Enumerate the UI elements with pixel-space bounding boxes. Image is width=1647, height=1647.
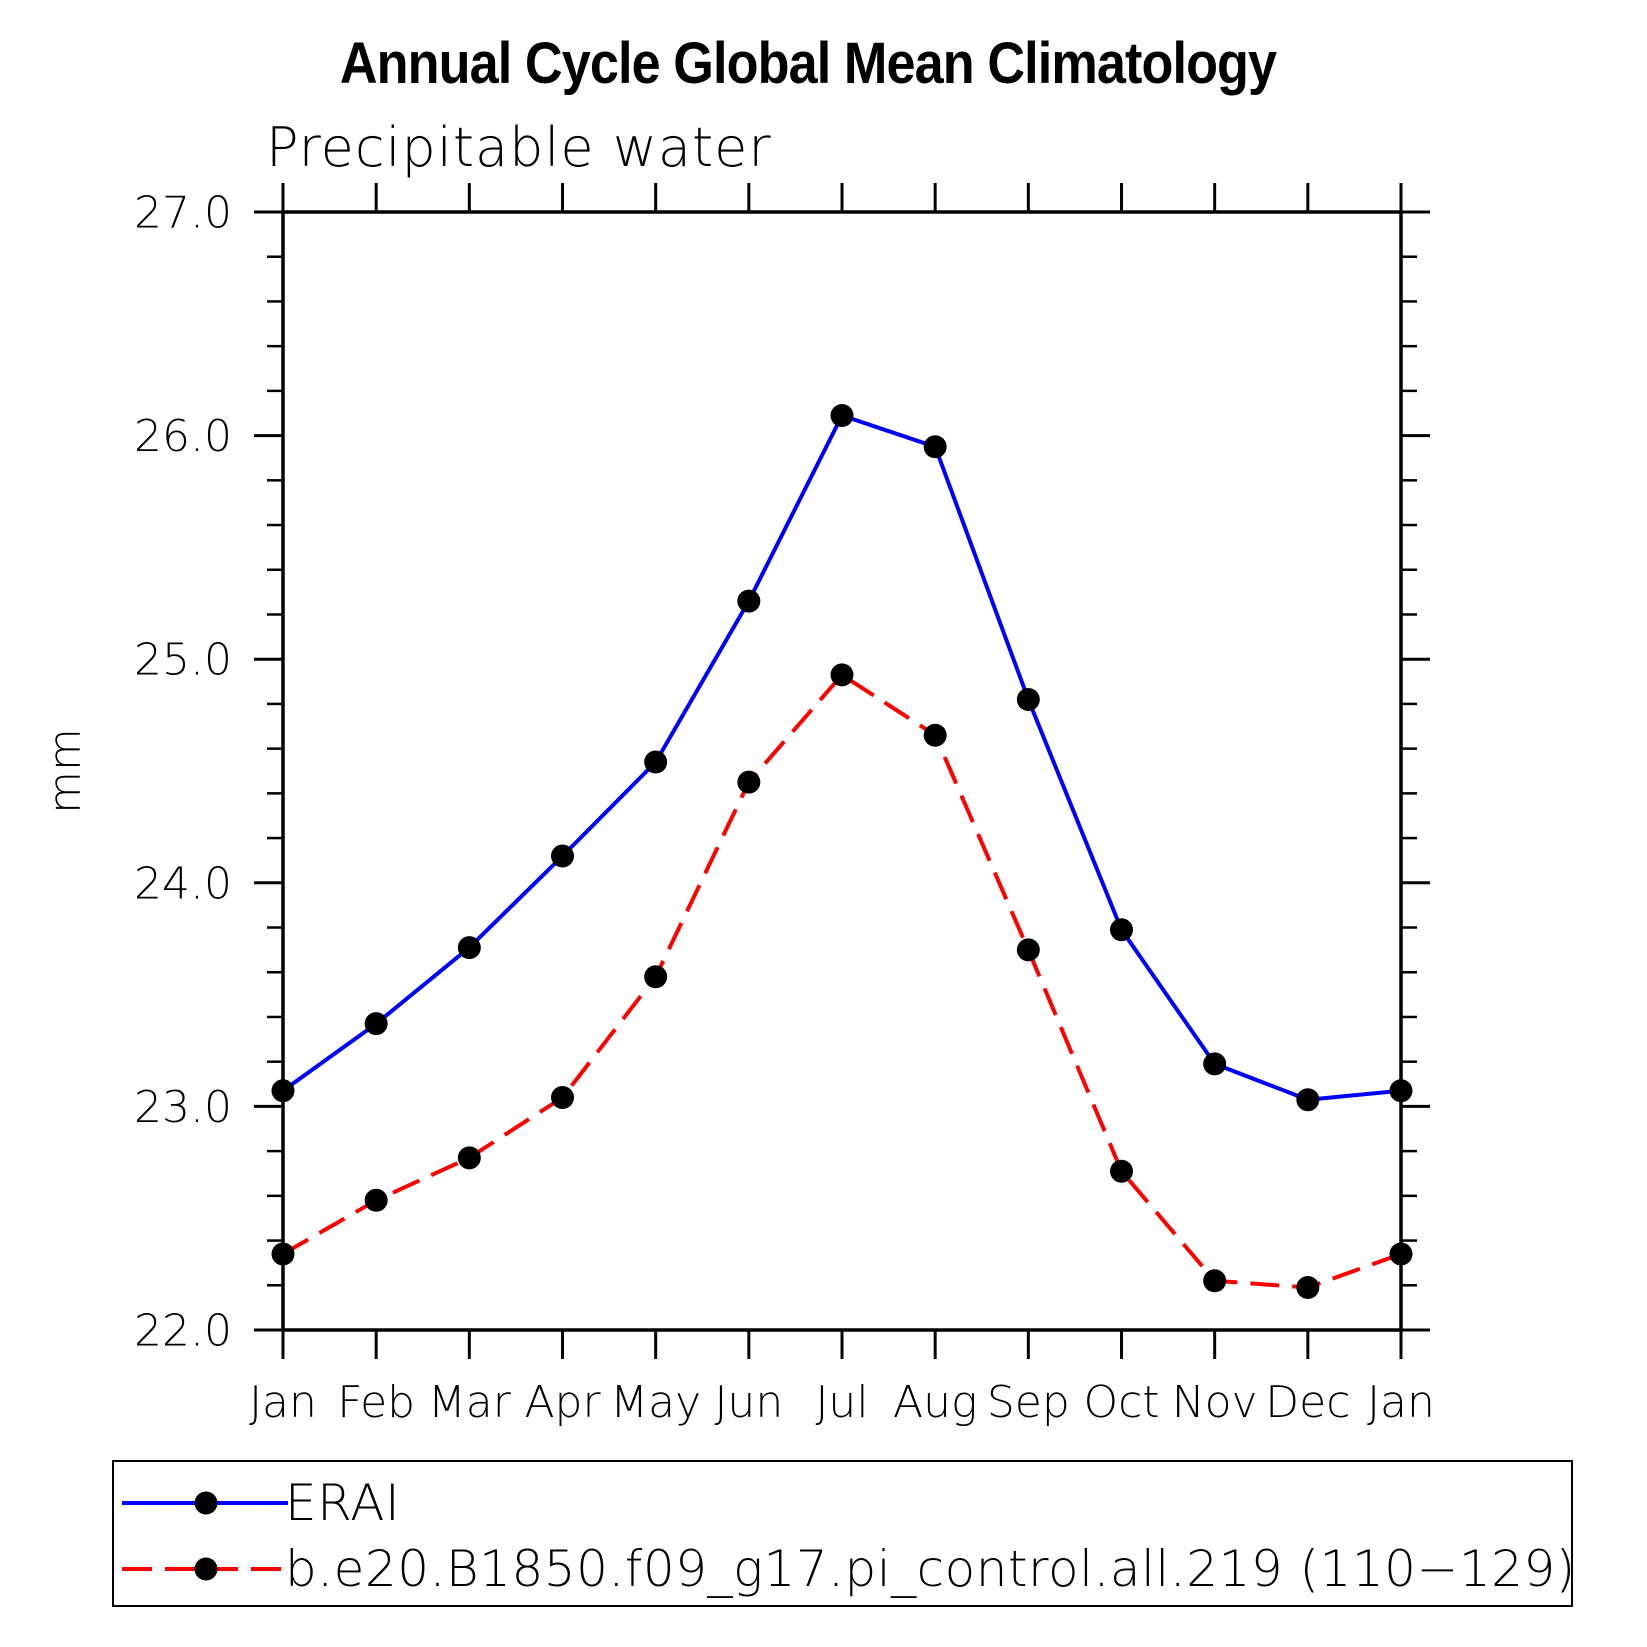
data-point xyxy=(1016,687,1040,711)
data-point xyxy=(923,723,947,747)
plot-frame xyxy=(281,210,1403,1332)
y-axis-title: mm xyxy=(40,728,91,814)
series-line-1 xyxy=(282,672,1402,1290)
legend: ERAI b.e20.B1850.f09_g17.pi_control.all.… xyxy=(112,1460,1576,1607)
x-tick-label: May xyxy=(610,1377,701,1428)
y-tick-label: 24.0 xyxy=(134,858,232,909)
legend-label-model: b.e20.B1850.f09_g17.pi_control.all.219 (… xyxy=(285,1540,1576,1598)
data-point xyxy=(644,965,668,989)
data-point xyxy=(271,1079,295,1103)
legend-line-sample-model xyxy=(122,1557,288,1581)
x-tick-label: Dec xyxy=(1265,1377,1350,1428)
data-point xyxy=(1389,1242,1413,1266)
x-tick-label: Nov xyxy=(1172,1377,1258,1428)
x-tick-label: Oct xyxy=(1083,1377,1159,1428)
legend-line-sample-erai xyxy=(122,1491,288,1515)
data-point xyxy=(364,1188,388,1212)
x-tick-label: Mar xyxy=(428,1377,512,1428)
data-point xyxy=(737,589,761,613)
data-point xyxy=(1296,1088,1320,1112)
data-point xyxy=(1203,1052,1227,1076)
x-tick-label: Aug xyxy=(893,1377,977,1428)
chart-subtitle: Precipitable water xyxy=(266,116,772,179)
data-point xyxy=(271,1242,295,1266)
data-point xyxy=(551,844,574,868)
data-point xyxy=(737,770,761,794)
x-tick-label: Sep xyxy=(987,1377,1070,1428)
x-tick-label: Apr xyxy=(524,1377,601,1428)
x-tick-label: Jun xyxy=(714,1377,783,1428)
data-point xyxy=(1296,1276,1320,1300)
x-tick-label: Feb xyxy=(337,1377,415,1428)
y-tick-label: 23.0 xyxy=(134,1082,232,1133)
data-point xyxy=(457,1146,481,1170)
data-point xyxy=(830,663,854,687)
data-point xyxy=(364,1012,388,1036)
data-point xyxy=(1389,1079,1413,1103)
data-point xyxy=(1203,1269,1227,1293)
series-line-0 xyxy=(281,413,1402,1102)
data-point xyxy=(830,403,854,427)
legend-label-erai: ERAI xyxy=(285,1474,401,1532)
y-tick-label: 22.0 xyxy=(134,1306,232,1357)
y-tick-label: 27.0 xyxy=(134,188,232,239)
data-point xyxy=(1110,1159,1133,1183)
x-tick-label: Jan xyxy=(249,1377,317,1428)
data-point xyxy=(644,750,668,774)
data-point xyxy=(923,435,947,459)
y-tick-label: 25.0 xyxy=(134,635,232,686)
data-point xyxy=(457,936,481,960)
y-tick-label: 26.0 xyxy=(134,411,232,462)
chart-title: Annual Cycle Global Mean Climatology xyxy=(339,31,1277,96)
data-point xyxy=(1016,938,1040,962)
data-point xyxy=(1110,918,1133,942)
data-point xyxy=(551,1085,574,1109)
x-tick-label: Jul xyxy=(815,1377,868,1428)
x-tick-label: Jan xyxy=(1367,1377,1435,1428)
